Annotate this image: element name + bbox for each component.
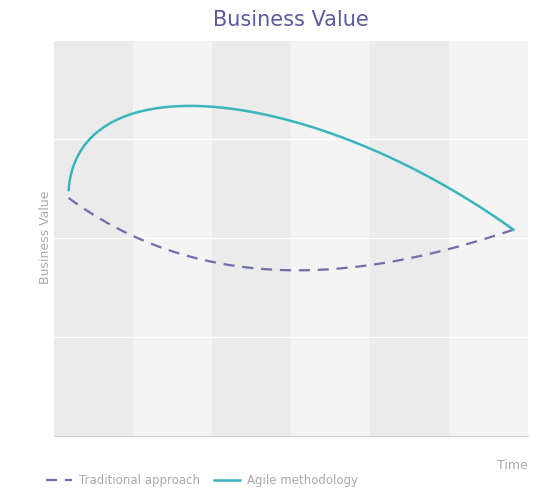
Bar — [133, 40, 212, 436]
Text: Time: Time — [497, 459, 528, 472]
Bar — [54, 40, 133, 436]
Bar — [449, 40, 528, 436]
Legend: Traditional approach, Agile methodology: Traditional approach, Agile methodology — [41, 469, 363, 492]
Bar — [370, 40, 449, 436]
Title: Business Value: Business Value — [213, 10, 369, 30]
Bar — [291, 40, 370, 436]
Y-axis label: Business Value: Business Value — [39, 191, 52, 284]
Bar — [212, 40, 291, 436]
